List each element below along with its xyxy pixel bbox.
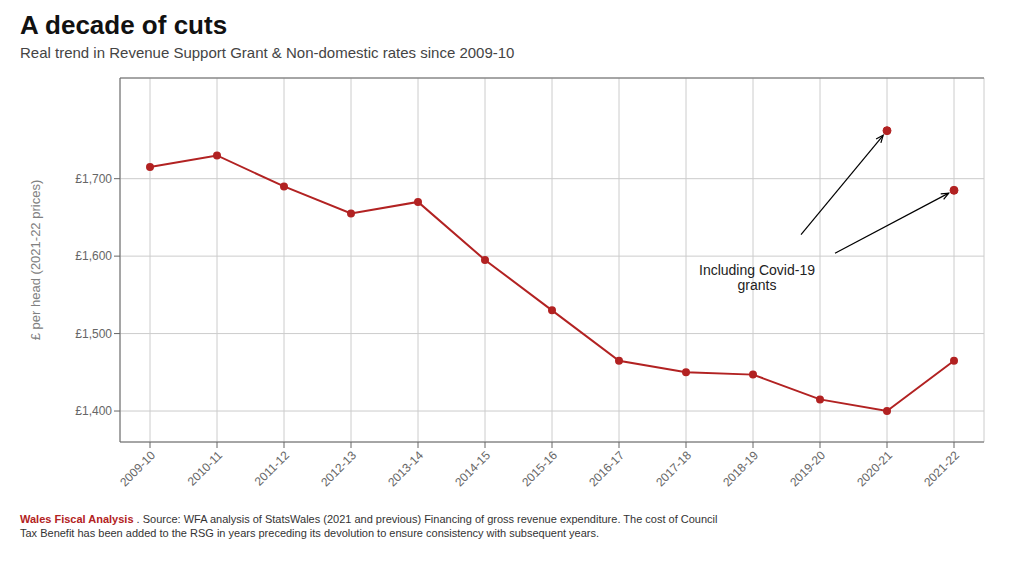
svg-text:2020-21: 2020-21 bbox=[854, 448, 895, 489]
html-text:A decade of cuts: A decade of cuts bbox=[20, 10, 228, 40]
svg-text:2016-17: 2016-17 bbox=[586, 448, 627, 489]
svg-text:£ per head (2021-22 prices): £ per head (2021-22 prices) bbox=[28, 180, 43, 340]
svg-text:2021-22: 2021-22 bbox=[921, 448, 962, 489]
svg-text:2017-18: 2017-18 bbox=[653, 448, 694, 489]
svg-text:2014-15: 2014-15 bbox=[452, 448, 493, 489]
svg-text:2018-19: 2018-19 bbox=[720, 448, 761, 489]
svg-text:£1,400: £1,400 bbox=[75, 404, 112, 418]
svg-text:2010-11: 2010-11 bbox=[185, 448, 226, 489]
svg-text:Including Covid-19grants: Including Covid-19grants bbox=[699, 262, 815, 293]
svg-text:£1,500: £1,500 bbox=[75, 327, 112, 341]
svg-text:£1,700: £1,700 bbox=[75, 172, 112, 186]
svg-text:2015-16: 2015-16 bbox=[519, 448, 560, 489]
html-text:Real trend in Revenue Support: Real trend in Revenue Support Grant & No… bbox=[20, 44, 515, 61]
svg-text:2013-14: 2013-14 bbox=[385, 448, 426, 489]
svg-text:£1,600: £1,600 bbox=[75, 249, 112, 263]
svg-text:2009-10: 2009-10 bbox=[117, 448, 158, 489]
svg-text:2019-20: 2019-20 bbox=[787, 448, 828, 489]
svg-text:2012-13: 2012-13 bbox=[318, 448, 359, 489]
html-text:Wales Fiscal Analysis. Source:: Wales Fiscal Analysis. Source: WFA analy… bbox=[20, 513, 718, 539]
svg-text:2011-12: 2011-12 bbox=[252, 448, 293, 489]
